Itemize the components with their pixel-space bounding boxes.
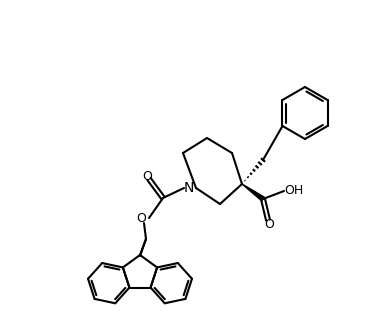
- Text: O: O: [142, 169, 152, 182]
- Text: O: O: [136, 212, 146, 225]
- Text: OH: OH: [284, 184, 304, 198]
- Text: N: N: [184, 181, 194, 195]
- Polygon shape: [242, 184, 264, 201]
- Text: O: O: [264, 217, 274, 230]
